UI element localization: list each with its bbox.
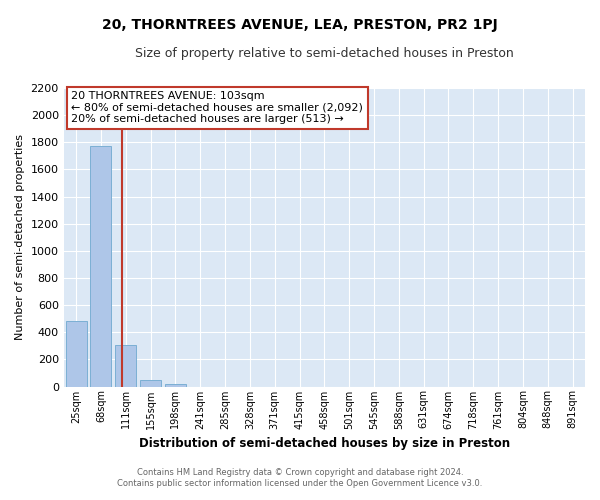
Text: Contains HM Land Registry data © Crown copyright and database right 2024.
Contai: Contains HM Land Registry data © Crown c… — [118, 468, 482, 487]
Bar — [91, 146, 112, 386]
Bar — [65, 322, 86, 386]
Text: 20, THORNTREES AVENUE, LEA, PRESTON, PR2 1PJ: 20, THORNTREES AVENUE, LEA, PRESTON, PR2… — [102, 18, 498, 32]
Y-axis label: Number of semi-detached properties: Number of semi-detached properties — [15, 134, 25, 340]
Title: Size of property relative to semi-detached houses in Preston: Size of property relative to semi-detach… — [135, 48, 514, 60]
Bar — [115, 345, 136, 387]
Text: 20 THORNTREES AVENUE: 103sqm
← 80% of semi-detached houses are smaller (2,092)
2: 20 THORNTREES AVENUE: 103sqm ← 80% of se… — [71, 91, 364, 124]
Bar — [165, 384, 186, 386]
Bar — [140, 380, 161, 386]
X-axis label: Distribution of semi-detached houses by size in Preston: Distribution of semi-detached houses by … — [139, 437, 510, 450]
